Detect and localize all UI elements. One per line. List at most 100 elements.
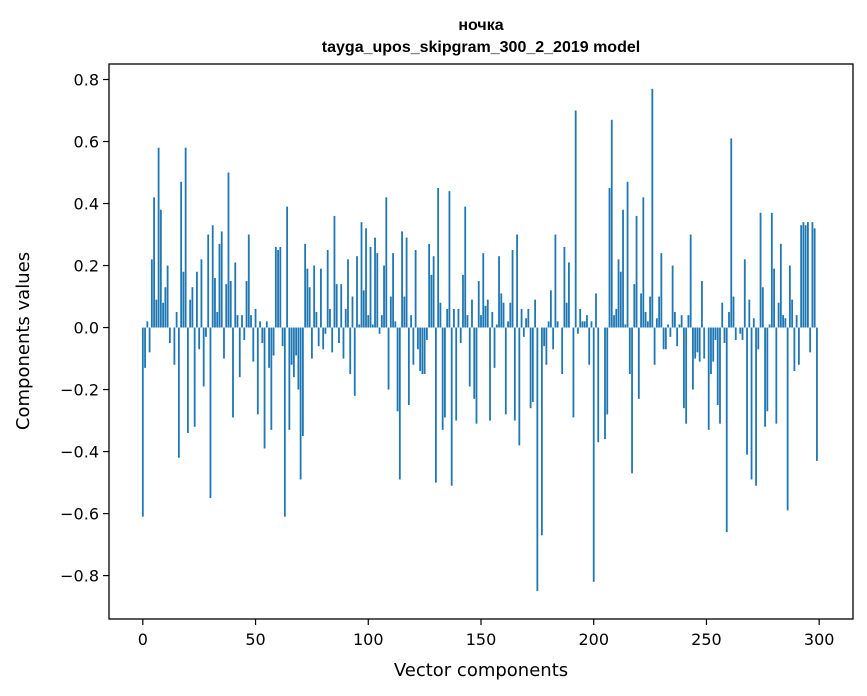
bar <box>734 327 737 340</box>
bar <box>344 308 347 328</box>
bar <box>205 327 207 337</box>
bar <box>484 305 487 328</box>
bar <box>525 318 527 328</box>
x-tick-label: 100 <box>353 630 384 649</box>
bar <box>518 327 521 446</box>
bar <box>227 172 230 328</box>
bar <box>743 259 746 328</box>
bar <box>173 327 176 365</box>
bar <box>295 327 298 356</box>
bar <box>655 318 658 328</box>
bar <box>554 234 557 328</box>
bar <box>511 250 514 328</box>
bar <box>622 209 624 328</box>
bar <box>383 265 385 328</box>
bar <box>148 327 151 353</box>
bar <box>509 302 512 328</box>
bar <box>683 327 685 409</box>
y-tick-label: −0.4 <box>60 443 99 462</box>
bar <box>788 265 791 328</box>
bar <box>441 327 444 430</box>
bar <box>392 253 394 328</box>
bar <box>646 321 649 328</box>
bar <box>482 253 485 328</box>
bar <box>450 327 453 486</box>
bar <box>435 327 437 483</box>
bar <box>669 327 672 337</box>
bar <box>507 321 509 328</box>
bar <box>574 110 577 328</box>
bar <box>196 271 198 328</box>
bar <box>664 327 667 350</box>
bar <box>498 256 500 328</box>
bar <box>214 277 216 328</box>
bar <box>563 246 566 328</box>
bar <box>816 327 818 461</box>
bar <box>225 284 228 328</box>
bar <box>766 327 769 412</box>
bar <box>615 308 618 328</box>
bar <box>198 327 201 350</box>
bar <box>396 327 399 412</box>
bar <box>491 312 494 328</box>
bar <box>315 312 318 328</box>
bar <box>432 256 435 328</box>
bar <box>770 212 773 328</box>
bar <box>238 327 241 378</box>
bar <box>730 138 733 328</box>
bar <box>680 315 683 328</box>
bar <box>277 250 279 328</box>
bar <box>764 327 766 427</box>
bar <box>306 268 309 328</box>
bar <box>728 312 730 328</box>
bar <box>428 243 431 328</box>
bar <box>504 327 507 415</box>
bar <box>380 315 383 328</box>
bar <box>410 315 413 328</box>
y-axis-ticks: −0.8 −0.6 −0.4 −0.2 0.0 0.2 0.4 0.6 0.8 <box>60 71 109 586</box>
bar <box>324 327 327 334</box>
bar <box>637 327 640 399</box>
bar <box>719 327 721 424</box>
x-tick-label: 50 <box>245 630 265 649</box>
bar <box>658 296 661 328</box>
bar <box>779 243 782 328</box>
bar <box>301 327 304 437</box>
bar <box>245 281 248 328</box>
bar <box>317 327 320 347</box>
bar <box>166 265 169 328</box>
bar <box>164 287 167 328</box>
bar <box>811 222 814 328</box>
bar <box>153 197 155 328</box>
bar <box>462 274 464 328</box>
bar <box>687 315 690 328</box>
bar <box>189 299 192 328</box>
bar <box>547 321 550 328</box>
y-tick-label: 0.2 <box>74 257 99 276</box>
x-tick-label: 0 <box>138 630 148 649</box>
bar <box>755 327 757 486</box>
bar <box>486 299 489 328</box>
bar <box>698 327 701 362</box>
bar <box>723 327 726 344</box>
bar <box>407 327 410 406</box>
bar <box>489 327 491 421</box>
bar <box>329 308 331 328</box>
bar <box>187 327 189 433</box>
bar <box>162 302 165 328</box>
bar <box>290 327 293 365</box>
bar <box>577 327 579 334</box>
y-tick-label: 0.8 <box>74 71 99 90</box>
bar <box>540 327 543 536</box>
bar <box>716 327 719 406</box>
bar <box>604 327 606 440</box>
bar <box>795 315 798 328</box>
x-tick-label: 200 <box>578 630 609 649</box>
bar <box>455 327 458 421</box>
bar <box>299 327 302 480</box>
bar <box>419 327 422 371</box>
bar <box>619 271 622 328</box>
bar <box>549 290 552 328</box>
bar <box>561 327 564 375</box>
bar <box>288 327 291 430</box>
